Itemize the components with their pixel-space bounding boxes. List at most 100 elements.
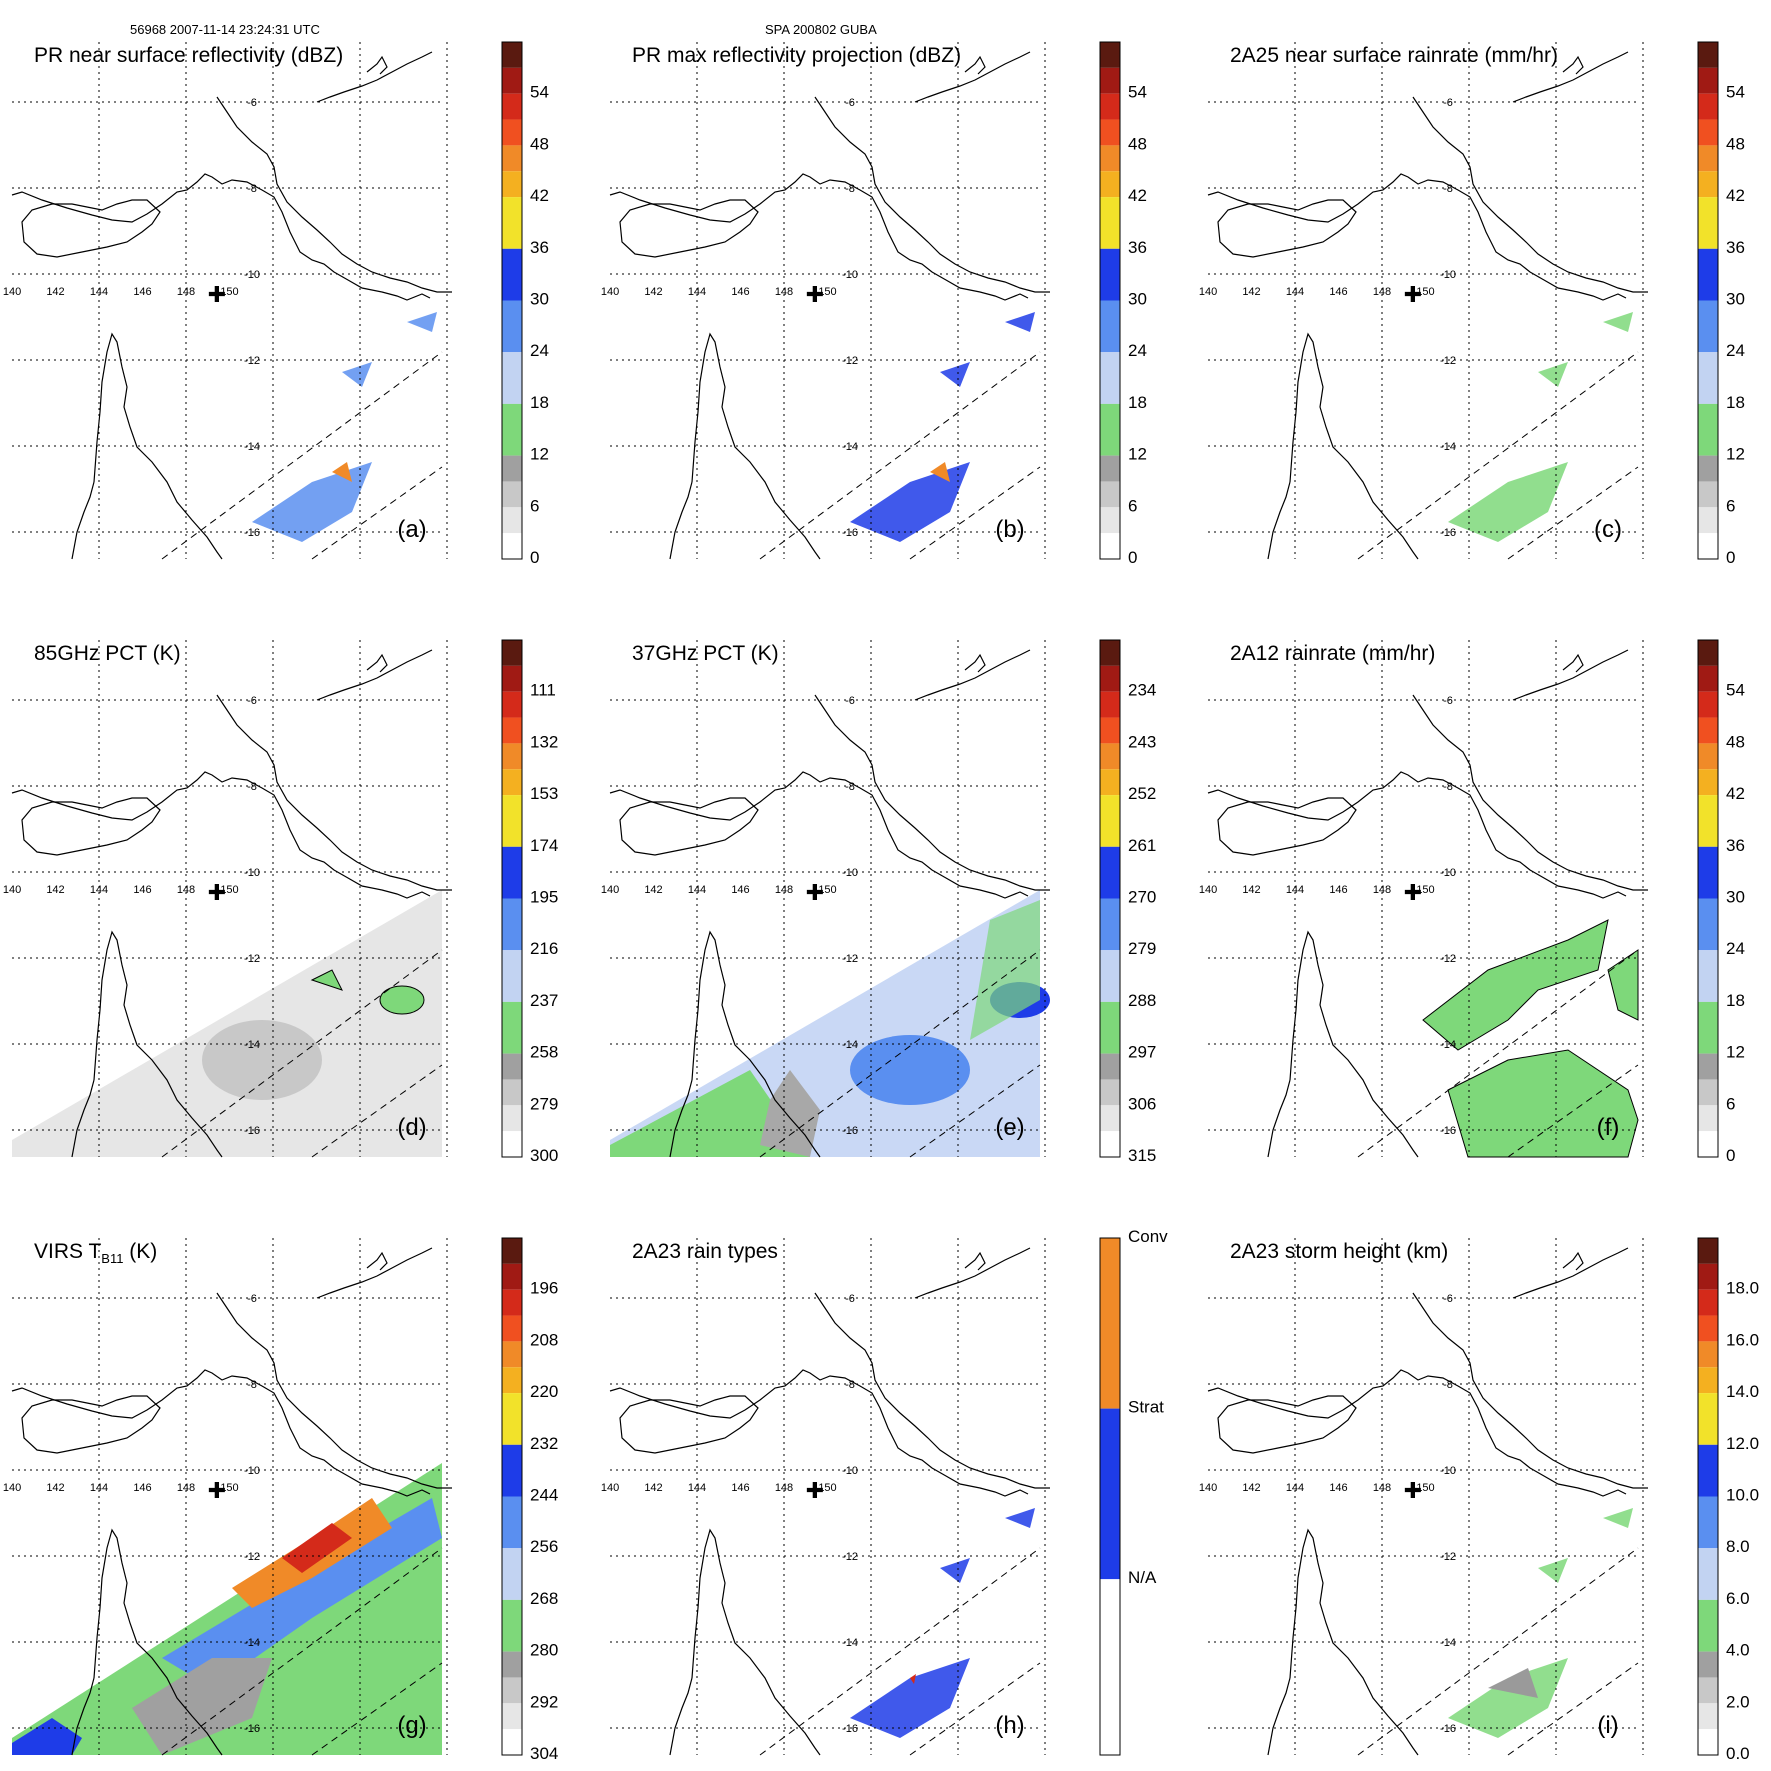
colorbar-label: 297 [1128,1043,1156,1062]
graticule [12,42,448,559]
lon-label-140: 140 [3,884,21,896]
lat-label--8: -8 [247,781,257,793]
lon-label-142: 142 [644,884,662,896]
storm-center-icon: ✚ [806,1478,824,1503]
lon-label-144: 144 [688,884,706,896]
colorbar-label: Conv [1128,1227,1168,1246]
colorbar-segment [1100,846,1120,899]
colorbar-segment [1698,1548,1718,1600]
colorbar-segment [502,1496,522,1549]
echo-region [940,1558,970,1583]
colorbar-segment [502,1729,522,1755]
lon-label-148: 148 [775,286,793,298]
land-warm [610,1070,810,1157]
colorbar-segment [1698,42,1718,68]
colorbar-label: 279 [530,1094,558,1113]
coast-segment [609,771,1029,899]
cold-region [850,1035,970,1105]
lat-label--16: -16 [842,1723,858,1735]
coast-segment [691,930,821,1158]
colorbar-label: 4.0 [1726,1641,1750,1660]
colorbar-frame [501,639,523,1158]
colorbar-segment [1698,455,1718,482]
colorbar-segment [1100,352,1120,404]
colorbar-label: 153 [530,784,558,803]
colorbar-segment [502,795,522,847]
coast-segment [216,694,452,891]
coast-segment [814,694,1050,891]
colorbar-segment [502,1367,522,1394]
colorbar-label: N/A [1128,1568,1157,1587]
lat-label--12: -12 [842,355,858,367]
coast-segment [316,649,433,701]
coast-segment [11,1369,431,1497]
panel-d: ✚ 140 142 144 146 148 150 -6 -8 -10 -12 -14 -16 85GHz… [3,639,558,1165]
colorbar-segment [502,1393,522,1445]
panel-title: 2A23 rain types [632,1240,778,1263]
colorbar-label: 8.0 [1726,1537,1750,1556]
colorbar-segment [1698,171,1718,198]
coast-segment [93,1528,223,1756]
colorbar-segment [1100,1079,1120,1106]
lon-label-150: 150 [1416,286,1434,298]
lon-label-148: 148 [177,1482,195,1494]
colorbar-label: 54 [1726,681,1745,700]
colorbar-segment [1698,795,1718,847]
swath-e [610,890,1050,1157]
colorbar-label: 6 [1128,496,1137,515]
colorbar-label: 270 [1128,888,1156,907]
swath-edge [161,949,443,1158]
coast-segment [1512,649,1629,701]
colorbar-segment [1100,67,1120,94]
coast-segment [1412,96,1648,293]
colorbar-label: 24 [530,341,549,360]
colorbar-label: 268 [530,1589,558,1608]
colorbar-segment [502,42,522,68]
swath-edge [909,1064,1041,1158]
echo-region [850,462,970,542]
colorbar-segment [1698,1263,1718,1290]
coastline [609,51,1050,560]
coastline [11,649,452,1158]
lon-label-148: 148 [1373,286,1391,298]
lat-label--12: -12 [842,953,858,965]
lon-label-140: 140 [1199,884,1217,896]
colorbar-segment [1698,481,1718,508]
lat-label--8: -8 [845,1379,855,1391]
lon-label-144: 144 [1286,286,1304,298]
coast-segment [691,1528,821,1756]
colorbar-segment [502,119,522,146]
colorbar-label: 36 [530,238,549,257]
lon-label-142: 142 [1242,884,1260,896]
colorbar-segment [1698,67,1718,94]
colorbar-segment [1698,846,1718,899]
high-echo [332,462,352,482]
colorbar-segment [1100,691,1120,718]
lon-label-146: 146 [1329,286,1347,298]
lat-label--10: -10 [244,1465,260,1477]
lon-label-148: 148 [775,884,793,896]
coast-segment [1412,694,1648,891]
colorbar-label: 300 [530,1146,558,1165]
graticule [610,1238,1046,1755]
colorbar-segment [502,1548,522,1600]
colorbar-segment [1100,1053,1120,1080]
lat-label--8: -8 [247,183,257,195]
coast-segment [1207,173,1627,301]
panel-c: ✚ 140 142 144 146 148 150 -6 -8 -10 -12 -14 -16 2A25 … [1199,41,1745,567]
coast-segment [1412,1292,1648,1489]
panel-label: (d) [397,1114,426,1141]
colorbar-segment [502,352,522,404]
colorbar-segment [502,1677,522,1704]
panel-title: 2A12 rainrate (mm/hr) [1230,642,1435,665]
graticule [610,640,1046,1157]
colorbar-d: 111 132 153 174 195 216 237 258 279 300 [501,639,558,1165]
echo-region [1005,1508,1035,1528]
colorbar-label: 0 [530,548,539,567]
lon-label-150: 150 [818,286,836,298]
colorbar-label: 243 [1128,732,1156,751]
coast-segment [1207,1369,1627,1497]
lat-label--12: -12 [1440,355,1456,367]
coastline [609,649,1050,1158]
